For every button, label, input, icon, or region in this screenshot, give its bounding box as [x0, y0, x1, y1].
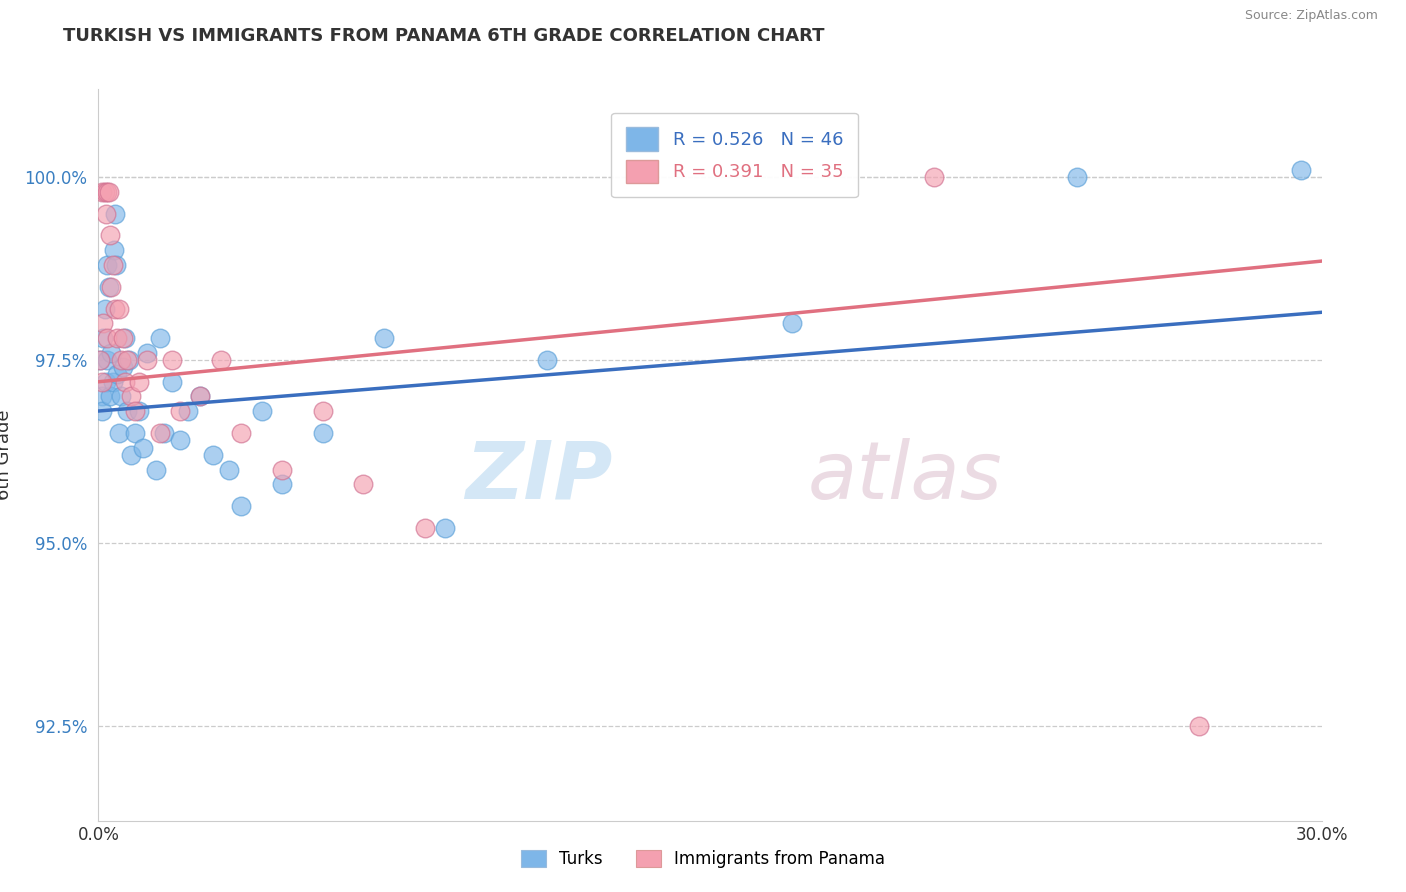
Point — [373, 331, 395, 345]
Point — [100, 345, 122, 359]
Point — [169, 434, 191, 448]
Point — [413, 521, 436, 535]
Point — [108, 425, 131, 440]
Point — [124, 404, 146, 418]
Point — [136, 345, 159, 359]
Point — [96, 258, 118, 272]
Point — [111, 331, 134, 345]
Point — [149, 425, 172, 440]
Point — [149, 331, 172, 345]
Point — [231, 499, 253, 513]
Point — [118, 352, 141, 367]
Point — [145, 462, 167, 476]
Point — [352, 477, 374, 491]
Point — [1291, 162, 1313, 177]
Point — [103, 243, 125, 257]
Point — [91, 185, 114, 199]
Point — [177, 404, 200, 418]
Point — [128, 404, 150, 418]
Point — [111, 360, 134, 375]
Point — [96, 352, 118, 367]
Point — [110, 352, 132, 367]
Point — [128, 375, 150, 389]
Point — [97, 279, 120, 293]
Point — [231, 425, 253, 440]
Point — [160, 375, 183, 389]
Point — [120, 448, 142, 462]
Point — [91, 404, 114, 418]
Point — [89, 352, 111, 367]
Point — [922, 169, 945, 184]
Point — [160, 352, 183, 367]
Text: Source: ZipAtlas.com: Source: ZipAtlas.com — [1244, 9, 1378, 22]
Point — [132, 441, 155, 455]
Point — [201, 448, 224, 462]
Y-axis label: 6th Grade: 6th Grade — [0, 409, 13, 500]
Point — [115, 352, 138, 367]
Point — [433, 521, 456, 535]
Text: ZIP: ZIP — [465, 438, 612, 516]
Point — [120, 389, 142, 403]
Text: TURKISH VS IMMIGRANTS FROM PANAMA 6TH GRADE CORRELATION CHART: TURKISH VS IMMIGRANTS FROM PANAMA 6TH GR… — [63, 27, 825, 45]
Point — [536, 352, 558, 367]
Legend: R = 0.526   N = 46, R = 0.391   N = 35: R = 0.526 N = 46, R = 0.391 N = 35 — [612, 113, 858, 197]
Legend: Turks, Immigrants from Panama: Turks, Immigrants from Panama — [515, 843, 891, 875]
Point — [1066, 169, 1088, 184]
Point — [96, 185, 118, 199]
Point — [93, 301, 115, 316]
Point — [105, 331, 128, 345]
Point — [250, 404, 273, 418]
Point — [104, 258, 127, 272]
Point — [218, 462, 240, 476]
Point — [100, 279, 122, 293]
Point — [90, 375, 112, 389]
Point — [89, 352, 111, 367]
Point — [91, 331, 114, 345]
Point — [114, 375, 136, 389]
Point — [98, 228, 121, 243]
Point — [169, 404, 191, 418]
Point — [101, 375, 124, 389]
Point — [96, 331, 118, 345]
Point — [312, 425, 335, 440]
Point — [94, 206, 117, 220]
Point — [101, 258, 124, 272]
Point — [94, 375, 117, 389]
Point — [91, 316, 114, 330]
Point — [104, 206, 127, 220]
Point — [115, 404, 138, 418]
Point — [188, 389, 212, 403]
Point — [105, 368, 128, 382]
Point — [780, 316, 803, 330]
Point — [136, 352, 159, 367]
Point — [93, 185, 115, 199]
Point — [98, 389, 121, 403]
Point — [152, 425, 174, 440]
Point — [270, 477, 294, 491]
Point — [114, 331, 136, 345]
Point — [108, 301, 131, 316]
Point — [188, 389, 212, 403]
Point — [104, 301, 127, 316]
Point — [209, 352, 232, 367]
Point — [90, 389, 112, 403]
Point — [1188, 718, 1211, 732]
Point — [97, 185, 120, 199]
Point — [110, 389, 132, 403]
Text: atlas: atlas — [808, 438, 1002, 516]
Point — [124, 425, 146, 440]
Point — [312, 404, 335, 418]
Point — [270, 462, 294, 476]
